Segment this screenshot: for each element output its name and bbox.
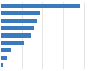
- Bar: [1, 26, 34, 30]
- Bar: [1, 4, 80, 8]
- Bar: [1, 56, 7, 60]
- Bar: [1, 63, 4, 67]
- Bar: [1, 41, 24, 45]
- Bar: [1, 48, 11, 52]
- Bar: [1, 33, 31, 38]
- Bar: [1, 11, 40, 15]
- Bar: [1, 19, 37, 23]
